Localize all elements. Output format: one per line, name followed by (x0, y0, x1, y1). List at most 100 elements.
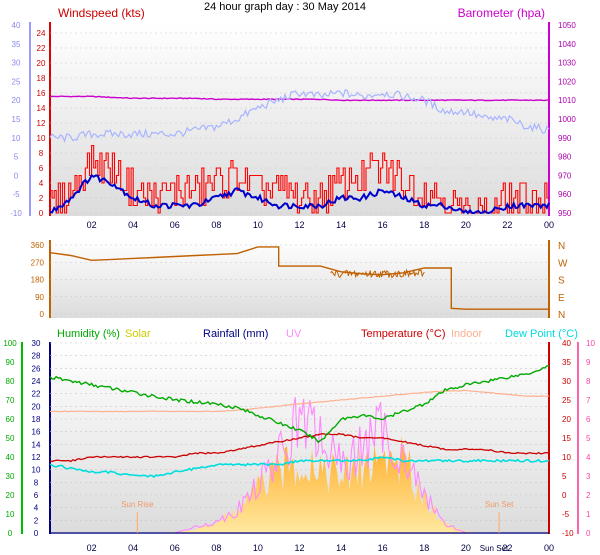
wind-inner-tick-label: 10 (37, 134, 46, 143)
humidity-tick-label: 80 (6, 377, 15, 386)
temperature-tick-label: 30 (562, 377, 571, 386)
humidity-tick-label: 30 (6, 472, 15, 481)
wind-inner-tick-label: 8 (39, 149, 44, 158)
climate-x-tick-label: 00 (544, 543, 554, 553)
baro-tick-label: 1040 (558, 40, 576, 49)
direction-tick-label: 180 (31, 276, 45, 285)
uv-tick-label: 5 (586, 434, 591, 443)
wind-outer-tick-label: -10 (10, 209, 22, 218)
wind-x-tick-label: 14 (336, 220, 346, 230)
climate-legend-entry: Temperature (°C) (361, 328, 445, 340)
temperature-tick-label: 10 (562, 453, 571, 462)
wind-outer-tick-label: 30 (12, 59, 21, 68)
uv-tick-label: 6 (586, 415, 591, 424)
wind-inner-tick-label: 2 (39, 194, 44, 203)
rainfall-tick-label: 30 (32, 339, 41, 348)
rainfall-tick-label: 8 (34, 478, 39, 487)
rainfall-tick-label: 2 (34, 516, 39, 525)
uv-tick-label: 9 (586, 358, 591, 367)
humidity-line (49, 365, 550, 444)
wind-outer-tick-label: 20 (12, 96, 21, 105)
climate-legend-entry: Humidity (%) (57, 328, 120, 340)
wind-outer-tick-label: 25 (12, 77, 21, 86)
temperature-tick-label: 0 (562, 491, 567, 500)
wind-outer-tick-label: 15 (12, 115, 21, 124)
rainfall-tick-label: 10 (32, 466, 41, 475)
baro-tick-label: 1050 (558, 21, 576, 30)
baro-tick-label: 990 (558, 134, 572, 143)
climate-x-tick-label: 08 (211, 543, 221, 553)
rainfall-tick-label: 14 (32, 440, 41, 449)
wind-x-tick-label: 04 (128, 220, 138, 230)
climate-x-tick-label: 22 (502, 543, 512, 553)
temperature-tick-label: 15 (562, 434, 571, 443)
humidity-tick-label: 100 (3, 339, 17, 348)
rainfall-tick-label: 20 (32, 402, 41, 411)
wind-inner-tick-label: 16 (37, 89, 46, 98)
rainfall-tick-label: 12 (32, 453, 41, 462)
humidity-tick-label: 40 (6, 453, 15, 462)
uv-tick-label: 10 (586, 339, 595, 348)
wind-outer-tick-label: 0 (14, 171, 19, 180)
wind-outer-tick-label: 40 (12, 21, 21, 30)
climate-x-tick-label: 14 (336, 543, 346, 553)
chart-title: 24 hour graph day : 30 May 2014 (204, 1, 366, 13)
wind-x-tick-label: 12 (294, 220, 304, 230)
wind-direction-line (49, 246, 549, 310)
climate-legend-entry: UV (286, 328, 302, 340)
wind-inner-tick-label: 14 (37, 104, 46, 113)
rainfall-tick-label: 18 (32, 415, 41, 424)
uv-tick-label: 4 (586, 453, 591, 462)
rainfall-tick-label: 28 (32, 352, 41, 361)
sunset-axis-label: Sun Set (480, 544, 509, 553)
uv-tick-label: 2 (586, 491, 591, 500)
wind-inner-tick-label: 22 (37, 44, 46, 53)
climate-x-tick-label: 20 (461, 543, 471, 553)
humidity-tick-label: 90 (6, 358, 15, 367)
baro-tick-label: 1030 (558, 59, 576, 68)
rainfall-tick-label: 22 (32, 390, 41, 399)
humidity-tick-label: 10 (6, 510, 15, 519)
humidity-tick-label: 0 (8, 529, 13, 538)
climate-x-tick-label: 12 (294, 543, 304, 553)
wind-direction-variation (330, 268, 425, 279)
dew-point-line (49, 456, 550, 479)
uv-tick-label: 7 (586, 396, 591, 405)
wind-inner-tick-label: 4 (39, 179, 44, 188)
wind-x-tick-label: 10 (253, 220, 263, 230)
uv-tick-label: 3 (586, 472, 591, 481)
wind-inner-tick-label: 24 (37, 29, 46, 38)
humidity-tick-label: 70 (6, 396, 15, 405)
temperature-line (49, 432, 550, 463)
wind-x-tick-label: 02 (87, 220, 97, 230)
wind-x-tick-label: 00 (544, 220, 554, 230)
climate-legend-entry: Dew Point (°C) (505, 328, 578, 340)
direction-plot-area (50, 240, 549, 318)
uv-tick-label: 0 (586, 529, 591, 538)
climate-legend-entry: Rainfall (mm) (203, 328, 268, 340)
temperature-tick-label: 20 (562, 415, 571, 424)
wind-outer-tick-label: 35 (12, 40, 21, 49)
baro-tick-label: 960 (558, 190, 572, 199)
rainfall-tick-label: 0 (34, 529, 39, 538)
direction-tick-label: 90 (35, 293, 44, 302)
wind-plot-area (50, 22, 549, 216)
baro-tick-label: 980 (558, 153, 572, 162)
baro-tick-label: 1010 (558, 96, 576, 105)
climate-x-tick-label: 04 (128, 543, 138, 553)
compass-tick-label: E (558, 293, 565, 304)
sunrise-label: Sun Rise (121, 500, 154, 509)
rainfall-tick-label: 24 (32, 377, 41, 386)
rainfall-tick-label: 26 (32, 364, 41, 373)
sunset-label: Sun Set (485, 500, 514, 509)
solar-area (50, 436, 549, 533)
climate-x-tick-label: 06 (170, 543, 180, 553)
humidity-tick-label: 50 (6, 434, 15, 443)
baro-tick-label: 970 (558, 171, 572, 180)
compass-tick-label: S (558, 276, 565, 287)
wind-x-tick-label: 16 (378, 220, 388, 230)
wind-outer-tick-label: -5 (12, 190, 20, 199)
baro-tick-label: 950 (558, 209, 572, 218)
temperature-tick-label: 25 (562, 396, 571, 405)
wind-inner-tick-label: 6 (39, 164, 44, 173)
